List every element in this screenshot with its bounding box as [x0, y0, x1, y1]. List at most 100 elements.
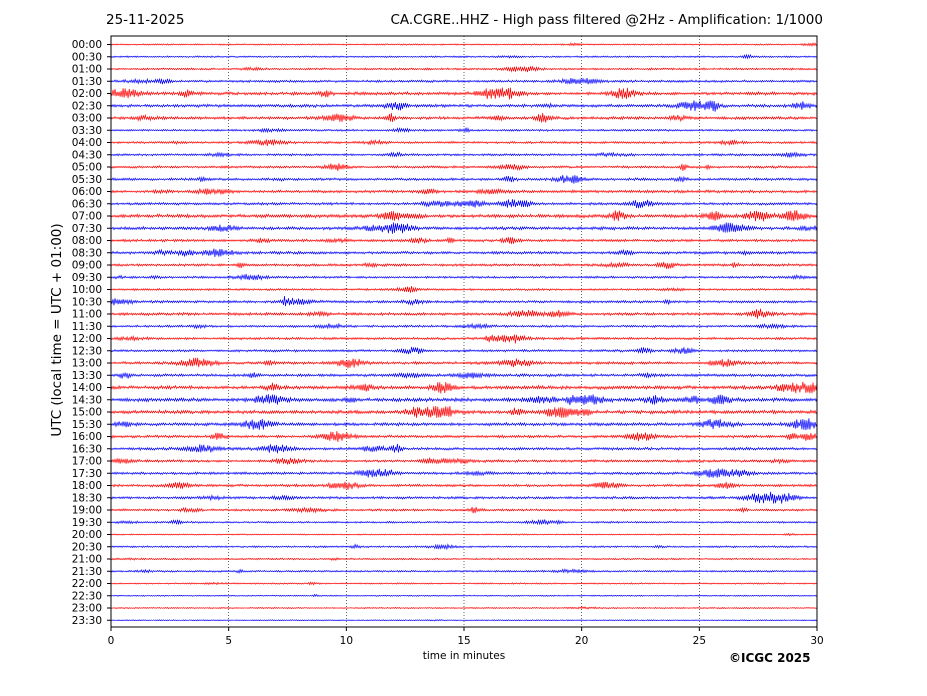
trace-1430 — [110, 394, 818, 406]
y-tick-label: 17:00 — [72, 456, 102, 468]
trace-0430 — [110, 151, 818, 159]
y-tick-label: 10:00 — [72, 284, 102, 296]
x-tick-label: 25 — [693, 635, 706, 647]
y-tick-label: 14:00 — [72, 382, 102, 394]
x-axis-ticks: 0 5 10 15 20 25 30 — [108, 627, 824, 647]
y-tick-label: 23:00 — [72, 603, 102, 615]
y-tick-label: 04:00 — [72, 137, 102, 149]
trace-1200 — [110, 334, 818, 344]
y-tick-label: 05:30 — [72, 174, 102, 186]
y-tick-label: 03:00 — [72, 113, 102, 125]
trace-0230 — [110, 100, 818, 112]
trace-1100 — [110, 308, 818, 319]
trace-1230 — [110, 346, 818, 355]
trace-2030 — [110, 543, 818, 551]
trace-0400 — [110, 138, 818, 147]
y-tick-label: 15:30 — [72, 419, 102, 431]
y-tick-label: 15:00 — [72, 407, 102, 419]
trace-1500 — [110, 405, 818, 418]
trace-2230 — [110, 593, 818, 598]
y-tick-label: 02:30 — [72, 100, 102, 112]
trace-1300 — [110, 357, 818, 369]
trace-0530 — [110, 175, 818, 184]
trace-1530 — [110, 418, 818, 431]
date-label: 25-11-2025 — [106, 12, 185, 28]
trace-2300 — [110, 606, 818, 610]
y-tick-label: 03:30 — [72, 125, 102, 137]
y-tick-label: 16:30 — [72, 443, 102, 455]
y-tick-label: 12:30 — [72, 345, 102, 357]
x-tick-label: 15 — [457, 635, 470, 647]
x-tick-label: 30 — [810, 635, 823, 647]
y-axis-ticks: 00:0000:3001:0001:3002:0002:3003:0003:30… — [72, 39, 111, 627]
trace-0030 — [110, 53, 818, 60]
trace-1830 — [110, 491, 818, 504]
y-tick-label: 11:30 — [72, 321, 102, 333]
trace-1630 — [110, 443, 818, 454]
trace-1700 — [110, 457, 818, 465]
y-tick-label: 21:00 — [72, 554, 102, 566]
trace-2200 — [110, 581, 818, 586]
y-tick-label: 01:30 — [72, 76, 102, 88]
trace-1930 — [110, 519, 818, 526]
trace-0000 — [110, 42, 818, 47]
trace-0300 — [110, 112, 818, 123]
y-tick-label: 09:00 — [72, 260, 102, 272]
y-tick-label: 06:30 — [72, 198, 102, 210]
trace-0600 — [110, 187, 818, 196]
trace-2000 — [110, 532, 818, 537]
y-tick-label: 10:30 — [72, 296, 102, 308]
trace-1000 — [110, 285, 818, 293]
trace-0930 — [110, 273, 818, 281]
y-tick-label: 09:30 — [72, 272, 102, 284]
y-tick-label: 22:00 — [72, 578, 102, 590]
x-tick-label: 20 — [575, 635, 588, 647]
y-tick-label: 08:30 — [72, 247, 102, 259]
x-tick-label: 10 — [340, 635, 353, 647]
y-tick-label: 22:30 — [72, 590, 102, 602]
trace-2130 — [110, 568, 818, 574]
x-tick-label: 0 — [108, 635, 115, 647]
y-tick-label: 19:30 — [72, 517, 102, 529]
y-tick-label: 05:00 — [72, 162, 102, 174]
y-tick-label: 08:00 — [72, 235, 102, 247]
trace-1600 — [110, 431, 818, 443]
trace-0130 — [110, 77, 818, 85]
y-tick-label: 07:30 — [72, 223, 102, 235]
trace-0730 — [110, 222, 818, 234]
y-tick-label: 14:30 — [72, 394, 102, 406]
y-tick-label: 00:00 — [72, 39, 102, 51]
y-tick-label: 20:30 — [72, 541, 102, 553]
trace-2100 — [110, 557, 818, 561]
grid-lines — [228, 36, 700, 627]
x-tick-label: 5 — [225, 635, 232, 647]
y-tick-label: 01:00 — [72, 64, 102, 76]
y-tick-label: 21:30 — [72, 566, 102, 578]
trace-1030 — [110, 295, 818, 307]
chart-title: CA.CGRE..HHZ - High pass filtered @2Hz -… — [390, 12, 823, 28]
x-axis-label: time in minutes — [422, 650, 506, 662]
trace-0630 — [110, 199, 818, 209]
trace-1130 — [110, 322, 818, 330]
y-tick-label: 18:00 — [72, 480, 102, 492]
y-tick-label: 18:30 — [72, 492, 102, 504]
trace-1730 — [110, 468, 818, 478]
y-tick-label: 04:30 — [72, 149, 102, 161]
y-tick-label: 07:00 — [72, 211, 102, 223]
trace-0500 — [110, 163, 818, 172]
y-tick-label: 16:00 — [72, 431, 102, 443]
trace-1900 — [110, 506, 818, 514]
trace-0830 — [110, 248, 818, 257]
y-tick-label: 12:00 — [72, 333, 102, 345]
trace-layer — [110, 42, 818, 622]
copyright-credit: ©ICGC 2025 — [729, 651, 811, 665]
trace-0330 — [110, 126, 818, 134]
y-tick-label: 23:30 — [72, 615, 102, 627]
y-tick-label: 06:00 — [72, 186, 102, 198]
trace-0700 — [110, 210, 818, 222]
y-tick-label: 02:00 — [72, 88, 102, 100]
y-tick-label: 11:00 — [72, 309, 102, 321]
plot-frame — [110, 35, 818, 628]
trace-0100 — [110, 65, 818, 73]
